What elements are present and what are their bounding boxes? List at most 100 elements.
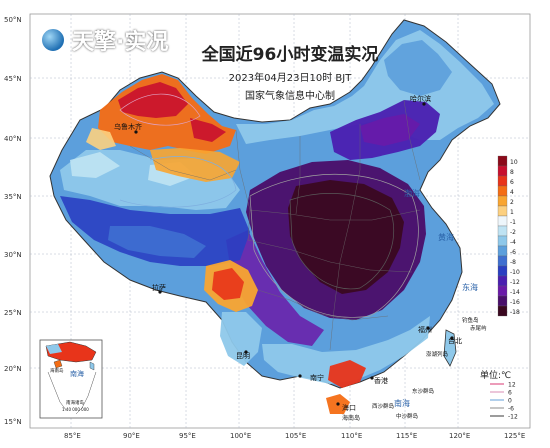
legend-swatch bbox=[497, 225, 508, 237]
place-penghu: 澎湖列岛 bbox=[426, 350, 449, 358]
place-diaoyu: 钓鱼岛 bbox=[462, 316, 479, 324]
sea-nanhai: 南海 bbox=[394, 398, 410, 408]
south-china-sea-inset: 南海 海南岛 南海诸岛 1:40 000 000 bbox=[39, 339, 103, 419]
legend-swatch bbox=[497, 165, 508, 177]
legend-swatch bbox=[497, 305, 508, 317]
field-central-violet bbox=[226, 230, 324, 346]
legend-value-label: -14 bbox=[510, 289, 520, 296]
contour-legend-label: 6 bbox=[508, 390, 512, 397]
lat-label: 20°N bbox=[4, 365, 22, 373]
legend-swatch bbox=[497, 175, 508, 187]
legend-swatch bbox=[497, 195, 508, 207]
inset-zhudao-label: 南海诸岛 bbox=[66, 399, 84, 406]
place-haikou: 海口 bbox=[336, 402, 356, 412]
legend-swatch bbox=[497, 185, 508, 197]
place-urumqi: 乌鲁木齐 bbox=[114, 122, 142, 134]
lat-label: 45°N bbox=[4, 75, 22, 83]
field-hot-north bbox=[118, 82, 226, 142]
place-label: 福州 bbox=[418, 325, 432, 334]
place-label: 哈尔滨 bbox=[410, 94, 431, 103]
lat-axis: 50°N 45°N 40°N 35°N 30°N 25°N 20°N 15°N bbox=[4, 16, 22, 426]
legend-swatch bbox=[497, 255, 508, 267]
lat-label: 25°N bbox=[4, 309, 22, 317]
legend-value-label: 1 bbox=[510, 209, 514, 216]
legend-swatch bbox=[497, 215, 508, 227]
legend-value-label: 6 bbox=[510, 179, 514, 186]
place-label: 南宁 bbox=[310, 373, 324, 382]
legend-value-label: -6 bbox=[510, 249, 516, 256]
title-block: 全国近96小时变温实况 2023年04月23日10时 BJT 国家气象信息中心制 bbox=[160, 40, 420, 102]
legend-swatch bbox=[497, 295, 508, 307]
place-chiwei: 赤尾屿 bbox=[470, 324, 487, 332]
place-taipei: 台北 bbox=[448, 336, 462, 345]
place-nanning: 南宁 bbox=[298, 373, 324, 382]
lat-label: 15°N bbox=[4, 418, 22, 426]
legend-swatch bbox=[497, 235, 508, 247]
contour-legend-label: -12 bbox=[508, 414, 518, 421]
place-label: 拉萨 bbox=[152, 283, 166, 292]
lat-label: 50°N bbox=[4, 16, 22, 24]
place-harbin: 哈尔滨 bbox=[410, 94, 431, 106]
contour-legend-label: 12 bbox=[508, 382, 516, 389]
place-label: 昆明 bbox=[236, 352, 250, 360]
legend-value-label: -18 bbox=[510, 309, 520, 316]
field-yunnan-light bbox=[220, 312, 262, 366]
legend-value-label: -16 bbox=[510, 299, 520, 306]
place-lhasa: 拉萨 bbox=[152, 283, 166, 294]
legend-value-label: 10 bbox=[510, 159, 518, 166]
lat-label: 40°N bbox=[4, 135, 22, 143]
lon-axis: 85°E 90°E 95°E 100°E 105°E 110°E 115°E 1… bbox=[64, 432, 525, 440]
place-label: 台北 bbox=[448, 336, 462, 345]
legend-swatch bbox=[497, 205, 508, 217]
globe-icon bbox=[40, 27, 66, 53]
map-title: 全国近96小时变温实况 bbox=[201, 45, 379, 65]
place-labels: 乌鲁木齐 哈尔滨 拉萨 昆明 南宁 香港 台北 福州 海口 海南岛 钓鱼岛 赤尾… bbox=[114, 94, 487, 422]
inset-hainan-label: 海南岛 bbox=[50, 367, 64, 374]
legend-value-label: -10 bbox=[510, 269, 520, 276]
logo-text: 天擎·实况 bbox=[72, 30, 169, 55]
place-fuzhou: 福州 bbox=[418, 325, 432, 334]
place-label: 香港 bbox=[374, 376, 388, 385]
map-datetime: 2023年04月23日10时 BJT bbox=[228, 73, 352, 84]
field-tibet-deep bbox=[108, 226, 206, 258]
lon-label: 125°E bbox=[504, 432, 525, 440]
legend-swatch bbox=[497, 275, 508, 287]
map-agency: 国家气象信息中心制 bbox=[245, 91, 335, 102]
contour-legend-label: -6 bbox=[508, 406, 514, 413]
contour-lines bbox=[119, 93, 419, 318]
field-northeast-violet bbox=[360, 114, 420, 146]
lon-label: 105°E bbox=[285, 432, 306, 440]
legend-value-label: 2 bbox=[510, 199, 514, 206]
lon-label: 85°E bbox=[64, 432, 81, 440]
lon-label: 120°E bbox=[449, 432, 470, 440]
legend-value-label: -4 bbox=[510, 239, 516, 246]
place-xisha: 西沙群岛 bbox=[372, 402, 395, 410]
field-yellow-west bbox=[86, 128, 116, 150]
color-legend: 10 8 6 4 2 1 -1 -2 -4 -6 -8 -10 -12 -14 -16 -18 bbox=[497, 155, 520, 317]
place-dongsha: 东沙群岛 bbox=[412, 387, 435, 395]
legend-swatch bbox=[497, 155, 508, 167]
contour-legend-label: 0 bbox=[508, 398, 512, 405]
lat-label: 35°N bbox=[4, 193, 22, 201]
province-boundaries bbox=[129, 99, 421, 351]
legend-unit: 单位:℃ bbox=[480, 371, 512, 381]
field-hot-southwest bbox=[212, 268, 244, 300]
place-zhongsha: 中沙群岛 bbox=[396, 412, 419, 420]
legend-value-label: -2 bbox=[510, 229, 516, 236]
legend-value-label: 4 bbox=[510, 189, 514, 196]
field-guangdong-warm bbox=[328, 360, 366, 388]
lon-label: 100°E bbox=[230, 432, 251, 440]
legend-value-label: -1 bbox=[510, 219, 516, 226]
lon-label: 110°E bbox=[341, 432, 362, 440]
logo: 天擎·实况 bbox=[40, 24, 168, 56]
inset-sea-label: 南海 bbox=[70, 369, 84, 378]
lat-label: 30°N bbox=[4, 251, 22, 259]
legend-value-label: -8 bbox=[510, 259, 516, 266]
lon-label: 95°E bbox=[179, 432, 196, 440]
legend-value-label: 8 bbox=[510, 169, 514, 176]
sea-bohai: 渤海 bbox=[404, 188, 420, 198]
field-south-light bbox=[262, 316, 430, 384]
legend-value-label: -12 bbox=[510, 279, 520, 286]
